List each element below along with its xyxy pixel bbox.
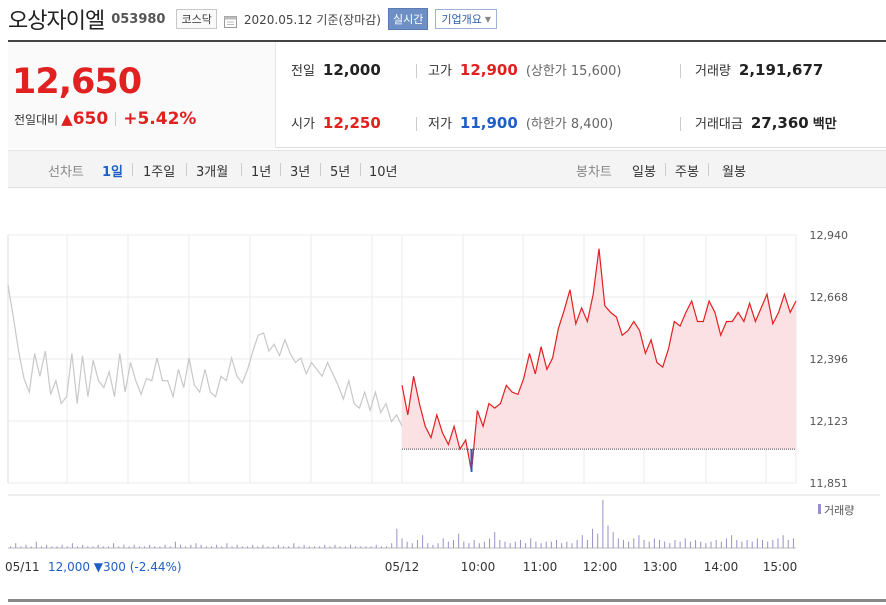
volume: 거래량 2,191,677 (695, 60, 824, 80)
stock-code: 053980 (111, 11, 166, 27)
x-tick-label: 11:00 (523, 560, 558, 574)
period-tabbar: 선차트 1일 1주일 3개월 1년 3년 5년 10년 봉차트 일봉 주봉 월봉 (8, 150, 886, 188)
high-price: 고가 12,900 (상한가 15,600) (428, 60, 622, 80)
prev-close-label: 전일 (291, 64, 315, 79)
tab-1y[interactable]: 1년 (251, 165, 272, 180)
volume-legend-label: 거래량 (824, 504, 854, 517)
up-triangle-icon: ▲ (61, 110, 73, 128)
y-tick-label: 11,851 (810, 477, 849, 490)
title-bar: 오상자이엘 053980 코스닥 2020.05.12 기준(장마감) 실시간 … (8, 4, 497, 34)
divider (680, 64, 681, 78)
x-tick-label: 12:00 (583, 560, 618, 574)
prev-day-series-line (7, 285, 403, 427)
divider (360, 163, 361, 176)
trade-value-label: 거래대금 (695, 117, 743, 132)
price-chart: 12,940 12,668 12,396 12,123 11,851 거래량 05/12 10… (5, 229, 880, 574)
today-series-line (401, 248, 797, 472)
divider (680, 117, 681, 131)
current-price: 12,650 (12, 62, 142, 102)
low-value: 11,900 (459, 113, 518, 132)
calendar-icon (223, 13, 237, 28)
prev-close: 전일 12,000 (291, 60, 381, 80)
tab-1d[interactable]: 1일 (102, 165, 124, 180)
tab-5y[interactable]: 5년 (330, 165, 351, 180)
upper-limit: (상한가 15,600) (525, 64, 622, 79)
price-summary: 12,650 전일대비 ▲ 650 +5.42% 전일 12,000 시가 12… (8, 40, 886, 148)
lower-limit: (하한가 8,400) (525, 117, 614, 132)
divider (280, 163, 281, 176)
change-label: 전일대비 (14, 112, 59, 127)
divider (115, 112, 117, 126)
volume-bars (10, 500, 794, 548)
y-tick-label: 12,668 (810, 291, 849, 304)
x-tick-label: 05/12 (385, 560, 420, 574)
tab-daily[interactable]: 일봉 (632, 165, 656, 180)
chevron-down-icon: ▼ (484, 14, 491, 24)
divider (186, 163, 187, 176)
y-tick-label: 12,123 (810, 415, 849, 428)
volume-label: 거래량 (695, 64, 731, 79)
tab-weekly[interactable]: 주봉 (675, 165, 699, 180)
divider (665, 163, 666, 176)
prev-day-close: 12,000 ▼300 (-2.44%) (48, 560, 182, 574)
date-value: 2020.05.12 (243, 12, 313, 27)
divider (708, 163, 709, 176)
stock-name: 오상자이엘 (8, 9, 105, 34)
low-label: 저가 (428, 117, 452, 132)
divider (416, 64, 417, 78)
candle-chart-label: 봉차트 (576, 165, 612, 180)
change-row: 전일대비 ▲ 650 +5.42% (14, 109, 196, 129)
bottom-divider (8, 599, 886, 602)
x-tick-label: 15:00 (763, 560, 798, 574)
corp-info-label: 기업개요 (441, 13, 482, 26)
trade-value-amount: 27,360 (750, 113, 809, 132)
tab-10y[interactable]: 10년 (369, 165, 398, 180)
price-box: 12,650 전일대비 ▲ 650 +5.42% (8, 42, 276, 148)
date-suffix: 기준(장마감) (316, 12, 381, 27)
trade-value-unit: 백만 (812, 117, 837, 132)
tab-monthly[interactable]: 월봉 (722, 165, 746, 180)
market-badge: 코스닥 (176, 9, 217, 29)
high-value: 12,900 (459, 60, 518, 79)
volume-legend-swatch (818, 504, 821, 514)
x-tick-label: 14:00 (704, 560, 739, 574)
change-amount: 650 (72, 109, 109, 129)
corp-info-button[interactable]: 기업개요 ▼ (435, 9, 497, 29)
divider (241, 163, 242, 176)
change-percent: +5.42% (123, 109, 197, 129)
open-price: 시가 12,250 (291, 113, 381, 133)
tab-1w[interactable]: 1주일 (143, 165, 176, 180)
live-button[interactable]: 실시간 (387, 8, 429, 30)
divider (132, 163, 133, 176)
low-price: 저가 11,900 (하한가 8,400) (428, 113, 614, 133)
trade-value: 거래대금 27,360 백만 (695, 113, 837, 133)
volume-value: 2,191,677 (738, 60, 824, 79)
open-label: 시가 (291, 117, 315, 132)
prev-close-value: 12,000 (322, 60, 381, 79)
open-value: 12,250 (322, 113, 381, 132)
y-tick-label: 12,396 (810, 353, 849, 366)
x-tick-label: 13:00 (643, 560, 678, 574)
divider (416, 117, 417, 131)
high-label: 고가 (428, 64, 452, 79)
x-tick-label: 10:00 (461, 560, 496, 574)
prev-day-label: 05/11 (5, 560, 40, 574)
date-text: 2020.05.12 기준(장마감) (244, 11, 381, 28)
tab-3m[interactable]: 3개월 (196, 165, 229, 180)
divider (320, 163, 321, 176)
line-chart-label: 선차트 (48, 165, 84, 180)
y-tick-label: 12,940 (810, 229, 849, 242)
tab-3y[interactable]: 3년 (290, 165, 311, 180)
today-area (402, 248, 796, 472)
